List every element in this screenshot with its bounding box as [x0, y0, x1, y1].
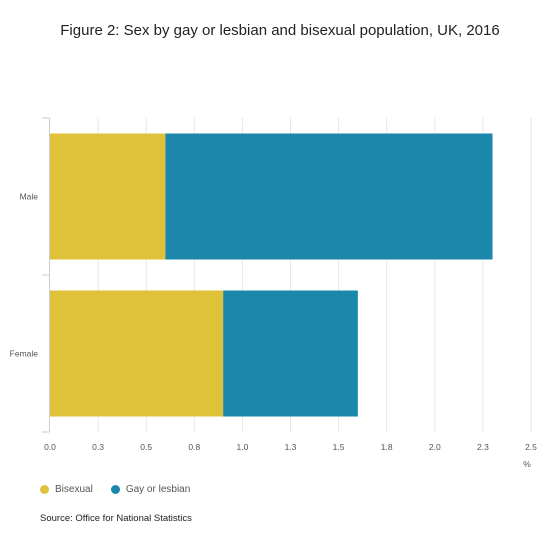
bar-female-gay-or-lesbian	[223, 290, 358, 417]
x-tick-label-6: 1.5	[333, 442, 345, 452]
legend-item-gay-or-lesbian[interactable]: Gay or lesbian	[110, 484, 191, 495]
x-axis-label: %	[523, 459, 531, 469]
legend: Bisexual Gay or lesbian	[40, 484, 190, 495]
x-tick-label-10: 2.5	[525, 442, 537, 452]
x-tick-label-8: 2.0	[429, 442, 441, 452]
legend-label-bisexual: Bisexual	[55, 484, 93, 495]
bar-female-bisexual	[50, 290, 224, 417]
chart-title: Figure 2: Sex by gay or lesbian and bise…	[60, 22, 500, 39]
legend-label-gay-or-lesbian: Gay or lesbian	[125, 484, 191, 495]
category-label-male: Male	[20, 192, 39, 202]
chart-area: Male Female 0.0 0.3 0.5 0.8 1.0 1.3 1.5 1.8 2.0 2.3…	[10, 117, 537, 469]
x-tick-label-3: 0.8	[188, 442, 200, 452]
x-tick-label-1: 0.3	[92, 442, 104, 452]
x-tick-label-9: 2.3	[477, 442, 489, 452]
legend-swatch-gay-or-lesbian	[110, 485, 120, 494]
x-tick-label-5: 1.3	[285, 442, 297, 452]
category-label-female: Female	[10, 349, 39, 359]
source-note: Source: Office for National Statistics	[40, 513, 192, 524]
x-tick-label-7: 1.8	[381, 442, 393, 452]
x-tick-label-2: 0.5	[140, 442, 152, 452]
bar-male-gay-or-lesbian	[165, 133, 493, 260]
legend-item-bisexual[interactable]: Bisexual	[40, 484, 93, 495]
x-tick-label-4: 1.0	[236, 442, 248, 452]
legend-swatch-bisexual	[40, 485, 49, 494]
bar-male-bisexual	[50, 133, 166, 260]
x-tick-label-0: 0.0	[44, 442, 56, 452]
